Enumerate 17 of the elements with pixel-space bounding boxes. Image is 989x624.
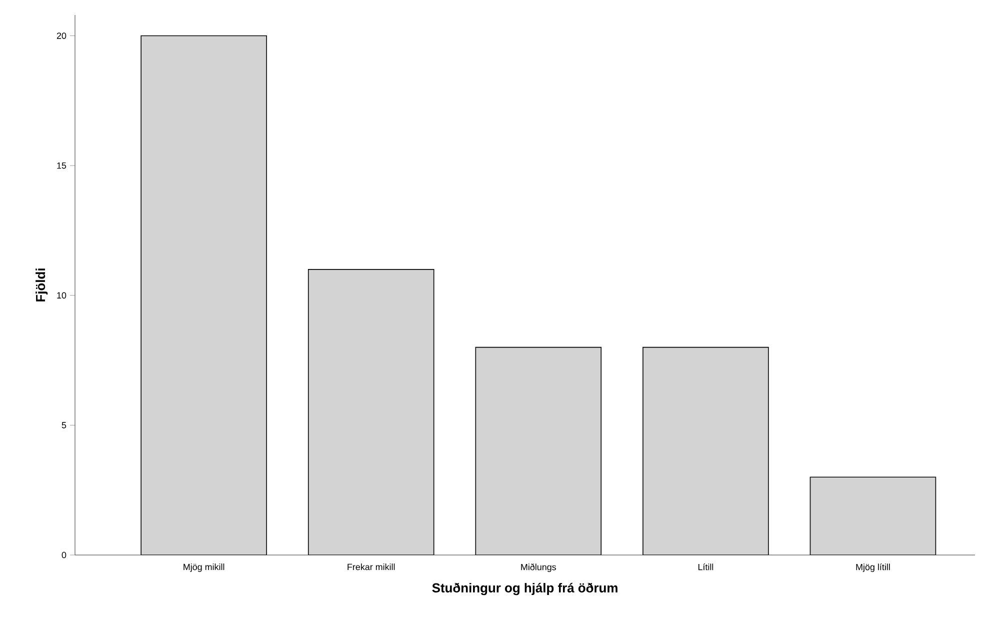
x-tick-label: Mjög mikill	[184, 564, 224, 572]
x-tick-label: Mjög lítill	[856, 564, 890, 572]
y-axis-title: Fjöldi	[36, 268, 48, 302]
bar	[308, 269, 434, 555]
bar	[810, 476, 936, 555]
x-axis-title: Stuðningur og hjálp frá öðrum	[432, 582, 618, 596]
y-tick-label: 15	[57, 162, 66, 169]
y-tick-label: 0	[62, 552, 66, 558]
y-tick-label: 20	[56, 32, 66, 39]
y-tick-label: 5	[62, 422, 66, 428]
bar	[140, 35, 267, 555]
x-tick-label: Miðlungs	[521, 564, 556, 572]
x-tick-label: Lítill	[698, 564, 714, 570]
bar	[642, 346, 769, 555]
bar	[475, 346, 602, 555]
y-tick-label: 10	[57, 292, 66, 299]
x-tick-label: Frekar mikill	[348, 564, 395, 570]
